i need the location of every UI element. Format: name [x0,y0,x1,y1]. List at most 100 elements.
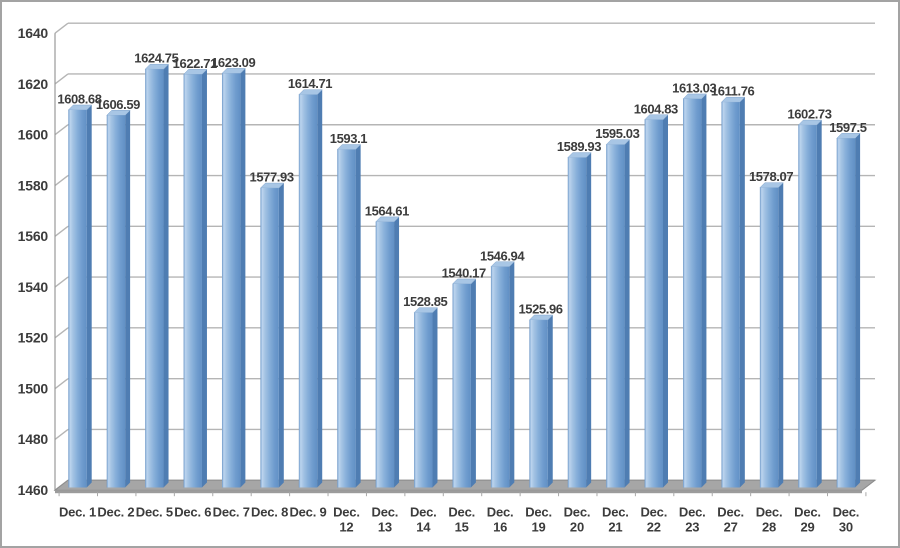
bar-side-face [163,64,169,488]
bar-front-face [836,138,856,488]
bar-front-face [106,115,126,488]
bar-side-face [432,307,438,488]
bar-front-face [644,119,663,488]
bar-front-face [452,283,471,488]
bar-side-face [663,114,668,488]
bar-front-face [183,74,202,488]
bar [605,139,631,488]
bar [413,307,439,488]
bar [298,89,323,488]
x-axis-label: Dec. 13 [372,505,399,535]
gridline-depth-segment [54,327,69,339]
bar [682,93,708,488]
data-label: 1604.83 [634,101,678,116]
bar-front-face [298,94,318,488]
x-axis-label: Dec. 8 [251,505,288,520]
y-axis-label: 1480 [18,431,49,447]
x-axis-label: Dec. 12 [333,505,360,535]
data-label: 1613.03 [672,80,716,95]
data-label: 1578.07 [749,169,793,184]
bar-side-face [317,89,323,488]
bar-front-face [145,69,164,488]
gridline-depth-segment [54,225,69,237]
bar-side-face [394,216,400,488]
x-axis-label: Dec. 22 [640,505,667,535]
bar [259,182,285,488]
bar [797,119,823,488]
bar [106,110,131,488]
gridline-depth-segment [54,276,69,288]
x-axis-label: Dec. 1 [59,505,96,520]
bar [836,133,861,488]
bar-front-face [721,102,740,488]
bar-side-face [125,110,131,488]
bar-front-face [798,125,817,488]
bar-side-face [586,152,592,488]
data-label: 1606.59 [96,97,140,112]
data-label: 1589.93 [557,139,601,154]
gridline-depth-segment [54,174,69,187]
x-axis-label: Dec. 27 [717,505,744,535]
x-axis-label: Dec. 9 [289,505,326,520]
x-axis-label: Dec. 28 [756,505,783,535]
data-label: 1595.03 [595,126,639,141]
y-axis-label: 1580 [18,177,49,193]
bar-side-face [701,93,707,488]
data-label: 1593.1 [330,131,368,146]
bar [490,261,515,488]
bar-side-face [855,133,861,488]
bar [528,314,554,488]
x-axis-label: Dec. 16 [487,505,514,535]
bar-side-face [201,69,207,488]
gridline-depth-segment [54,22,69,34]
bar-front-face [529,320,548,488]
x-axis-label: Dec. 7 [213,505,250,520]
bar-front-face [759,187,779,488]
bar-front-face [606,144,625,488]
bar [375,216,400,488]
bar-side-face [470,278,476,488]
x-axis-label: Dec. 21 [602,505,629,535]
bar-side-face [778,182,784,488]
y-axis-label: 1640 [18,25,49,41]
gridline-depth-segment [54,124,69,136]
y-axis-label: 1460 [18,482,49,498]
data-label: 1602.73 [787,107,831,122]
bar-side-face [86,105,92,488]
data-label: 1608.68 [57,92,101,107]
bar [336,144,362,488]
y-axis-label: 1620 [18,76,49,92]
bar-side-face [240,68,246,488]
bar-side-face [547,315,553,488]
data-label: 1624.75 [134,51,178,66]
gridline-depth-segment [54,73,69,85]
data-label: 1546.94 [480,248,525,263]
gridline-depth-segment [54,428,69,440]
data-label: 1525.96 [518,302,562,317]
x-axis-label: Dec. 15 [448,505,475,535]
bar-side-face [816,120,822,488]
chart-floor-front-edge [55,490,862,494]
x-axis-label: Dec. 19 [525,505,552,535]
bar-side-face [355,144,361,488]
x-axis-label: Dec. 6 [174,505,211,520]
data-label: 1611.76 [711,84,755,99]
bar [144,63,170,488]
data-label: 1540.17 [442,265,486,280]
data-label: 1622.71 [173,56,217,71]
data-label: 1577.93 [249,170,293,185]
x-axis-label: Dec. 30 [833,505,860,535]
bar-side-face [278,183,284,488]
data-label: 1614.71 [288,76,332,91]
bar-front-face [337,149,356,488]
bar-side-face [509,261,515,488]
bar [720,96,746,488]
data-label: 1528.85 [403,294,447,309]
x-axis-label: Dec. 14 [410,505,437,535]
bar [221,68,246,488]
bar-side-face [739,97,745,488]
bar [567,152,592,488]
y-axis-label: 1520 [18,330,49,346]
